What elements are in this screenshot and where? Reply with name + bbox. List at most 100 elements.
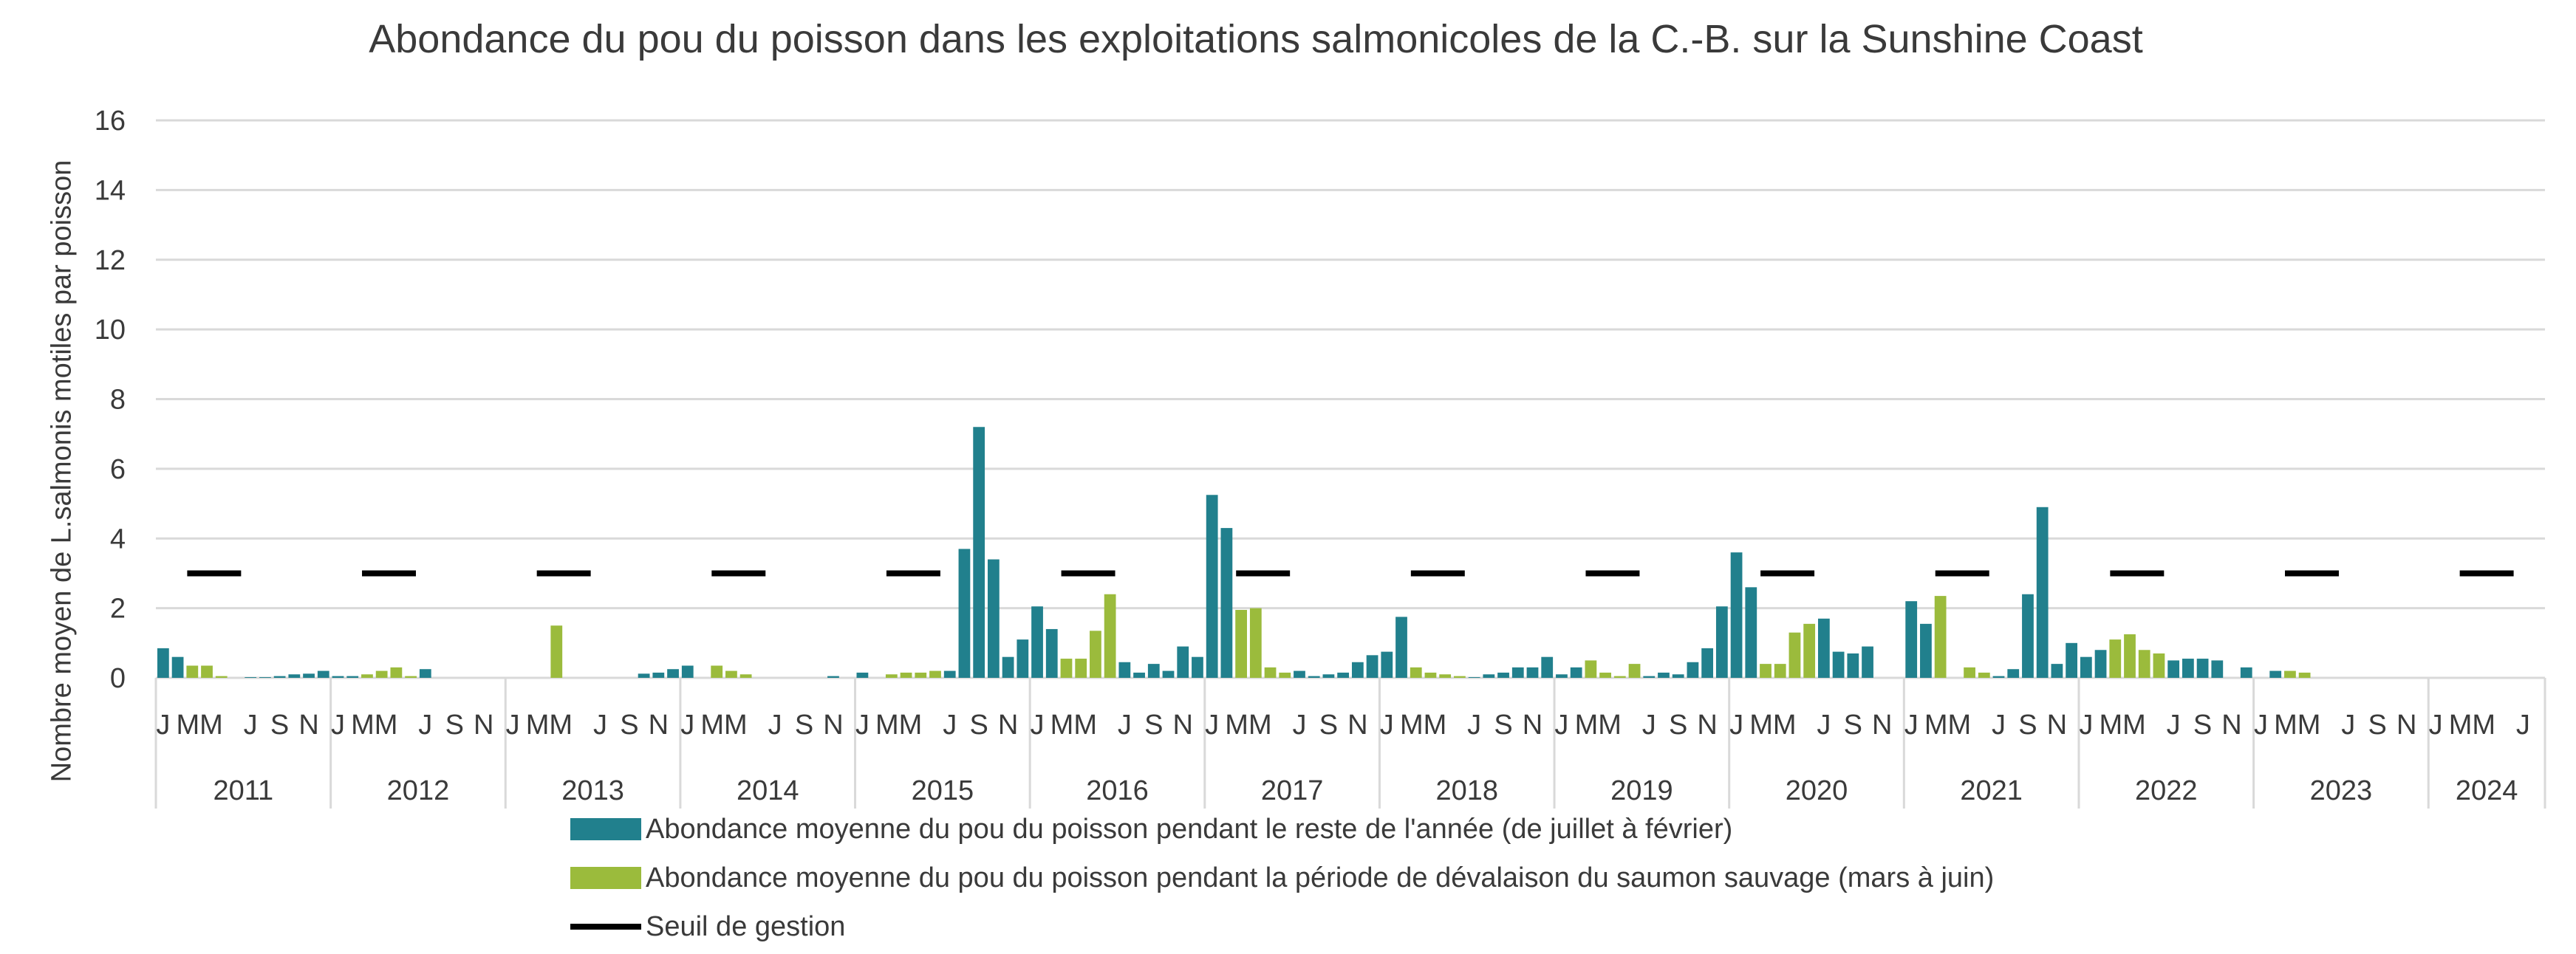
bar-reste-2016-1: [1031, 606, 1043, 678]
bar-devalaison-2011-3: [186, 665, 199, 678]
bar-reste-2023-2: [2269, 670, 2282, 678]
legend-label-seuil: Seuil de gestion: [646, 910, 846, 942]
bar-devalaison-2012-5: [390, 667, 403, 678]
bar-reste-2022-12: [2240, 667, 2252, 678]
year-label-2011: 2011: [213, 775, 273, 806]
bar-devalaison-2020-4: [1774, 664, 1786, 678]
bar-reste-2020-9: [1847, 653, 1859, 678]
bar-reste-2019-2: [1570, 667, 1582, 678]
bar-devalaison-2018-6: [1454, 676, 1466, 678]
month-label-2020-3: S: [1844, 710, 1862, 741]
bar-devalaison-2012-3: [361, 674, 373, 678]
month-label-2018-2: J: [1467, 710, 1481, 741]
bar-devalaison-2017-3: [1235, 609, 1247, 678]
bar-devalaison-2016-3: [1060, 659, 1073, 678]
month-label-2019-3: S: [1669, 710, 1687, 741]
bar-devalaison-2013-4: [550, 625, 563, 678]
bar-reste-2018-9: [1497, 672, 1509, 678]
bar-devalaison-2022-3: [2109, 639, 2122, 678]
bar-devalaison-2011-4: [201, 665, 213, 678]
month-label-2015-3: S: [969, 710, 988, 741]
month-label-2023-0: J: [2254, 710, 2268, 741]
bar-reste-2013-11: [652, 672, 665, 678]
legend-label-reste: Abondance moyenne du pou du poisson pend…: [646, 813, 1733, 845]
bar-devalaison-2017-5: [1264, 667, 1277, 678]
month-label-2021-4: N: [2047, 710, 2067, 741]
bar-reste-2016-12: [1192, 656, 1203, 678]
bar-devalaison-2020-6: [1803, 623, 1816, 678]
bar-reste-2021-10: [2036, 507, 2049, 678]
bar-reste-2019-12: [1715, 606, 1728, 678]
bar-devalaison-2019-5: [1613, 676, 1626, 678]
month-label-2017-2: J: [1292, 710, 1306, 741]
month-label-2019-1: MM: [1575, 710, 1622, 741]
y-tick-label-10: 10: [95, 315, 126, 346]
year-label-2021: 2021: [1960, 775, 2023, 806]
bar-reste-2011-8: [259, 677, 271, 678]
month-label-2014-2: J: [768, 710, 782, 741]
y-tick-label-14: 14: [95, 175, 126, 206]
year-label-2013: 2013: [561, 775, 624, 806]
month-label-2014-1: MM: [700, 710, 747, 741]
month-label-2020-4: N: [1872, 710, 1892, 741]
legend-swatch-devalaison: [570, 867, 641, 889]
bar-reste-2019-11: [1701, 648, 1714, 678]
bar-reste-2011-9: [273, 676, 286, 678]
month-label-2022-4: N: [2221, 710, 2241, 741]
bar-devalaison-2018-3: [1410, 667, 1422, 678]
bar-reste-2015-10: [987, 559, 1000, 678]
month-label-2022-2: J: [2167, 710, 2181, 741]
year-label-2024: 2024: [2456, 775, 2518, 806]
legend-item-seuil: Seuil de gestion: [570, 902, 1994, 951]
bar-reste-2021-1: [1905, 601, 1918, 678]
bar-devalaison-2015-5: [915, 672, 927, 678]
bar-reste-2015-8: [958, 549, 971, 678]
bar-devalaison-2021-3: [1934, 596, 1947, 678]
bar-reste-2014-11: [827, 676, 839, 678]
bar-reste-2020-2: [1745, 587, 1757, 678]
year-label-2020: 2020: [1786, 775, 1848, 806]
month-label-2023-3: S: [2368, 710, 2387, 741]
month-label-2019-4: N: [1697, 710, 1717, 741]
bar-reste-2015-9: [973, 427, 985, 678]
year-label-2023: 2023: [2310, 775, 2373, 806]
month-label-2016-4: N: [1172, 710, 1192, 741]
bar-reste-2016-10: [1162, 670, 1175, 678]
bar-reste-2022-1: [2080, 656, 2092, 678]
month-label-2013-2: J: [593, 710, 607, 741]
bar-reste-2015-7: [943, 670, 956, 678]
bar-devalaison-2011-5: [215, 676, 228, 678]
bar-reste-2020-10: [1862, 646, 1873, 678]
bar-devalaison-2014-3: [711, 665, 723, 678]
y-tick-label-6: 6: [110, 454, 126, 485]
month-label-2012-4: N: [474, 710, 493, 741]
month-label-2011-2: J: [244, 710, 258, 741]
bar-devalaison-2022-5: [2138, 650, 2150, 678]
bar-devalaison-2023-3: [2284, 670, 2296, 678]
legend-swatch-reste: [570, 818, 641, 840]
month-label-2013-0: J: [506, 710, 520, 741]
month-label-2011-3: S: [270, 710, 289, 741]
bar-devalaison-2012-4: [375, 670, 388, 678]
legend: Abondance moyenne du pou du poisson pend…: [570, 805, 1994, 951]
bar-reste-2012-2: [346, 676, 359, 678]
month-label-2015-4: N: [998, 710, 1018, 741]
bar-reste-2017-10: [1337, 672, 1350, 678]
month-label-2023-4: N: [2396, 710, 2416, 741]
bar-reste-2016-8: [1133, 672, 1145, 678]
bar-devalaison-2014-4: [725, 670, 737, 678]
bar-devalaison-2019-3: [1585, 660, 1597, 678]
bar-reste-2014-1: [681, 665, 694, 678]
bar-reste-2022-8: [2182, 659, 2194, 678]
bar-reste-2012-7: [419, 669, 431, 678]
month-label-2022-0: J: [2079, 710, 2093, 741]
bar-reste-2015-1: [856, 672, 869, 678]
bar-devalaison-2018-5: [1439, 674, 1452, 678]
bar-reste-2013-10: [638, 673, 650, 678]
month-label-2015-0: J: [855, 710, 870, 741]
y-tick-label-16: 16: [95, 106, 126, 137]
month-label-2021-3: S: [2018, 710, 2037, 741]
month-label-2017-1: MM: [1225, 710, 1271, 741]
year-label-2015: 2015: [912, 775, 974, 806]
bar-reste-2018-1: [1381, 651, 1393, 678]
